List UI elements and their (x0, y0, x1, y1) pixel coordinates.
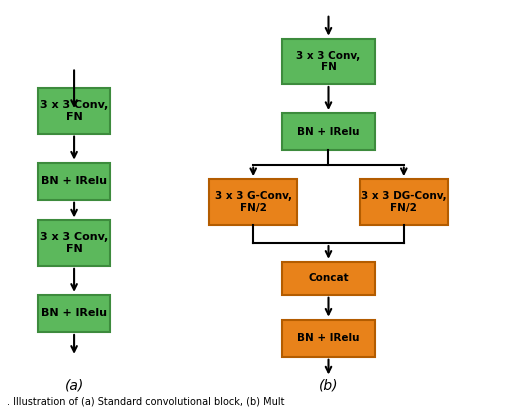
Text: 3 x 3 Conv,
FN: 3 x 3 Conv, FN (40, 232, 108, 254)
Text: (b): (b) (319, 379, 338, 393)
FancyBboxPatch shape (282, 113, 375, 150)
FancyBboxPatch shape (38, 220, 111, 266)
Text: . Illustration of (a) Standard convolutional block, (b) Mult: . Illustration of (a) Standard convoluti… (7, 396, 284, 406)
Text: 3 x 3 Conv,
FN: 3 x 3 Conv, FN (40, 100, 108, 122)
Text: 3 x 3 Conv,
FN: 3 x 3 Conv, FN (296, 50, 361, 72)
Text: BN + lRelu: BN + lRelu (41, 308, 107, 318)
Text: 3 x 3 DG-Conv,
FN/2: 3 x 3 DG-Conv, FN/2 (361, 191, 447, 213)
FancyBboxPatch shape (282, 319, 375, 357)
FancyBboxPatch shape (209, 179, 298, 225)
FancyBboxPatch shape (38, 295, 111, 332)
Text: (a): (a) (64, 379, 84, 393)
Text: BN + lRelu: BN + lRelu (41, 176, 107, 186)
FancyBboxPatch shape (282, 262, 375, 295)
Text: 3 x 3 G-Conv,
FN/2: 3 x 3 G-Conv, FN/2 (215, 191, 292, 213)
Text: BN + lRelu: BN + lRelu (297, 126, 360, 136)
Text: Concat: Concat (308, 273, 349, 283)
FancyBboxPatch shape (282, 39, 375, 84)
Text: BN + lRelu: BN + lRelu (297, 333, 360, 343)
FancyBboxPatch shape (360, 179, 448, 225)
FancyBboxPatch shape (38, 163, 111, 200)
FancyBboxPatch shape (38, 88, 111, 134)
